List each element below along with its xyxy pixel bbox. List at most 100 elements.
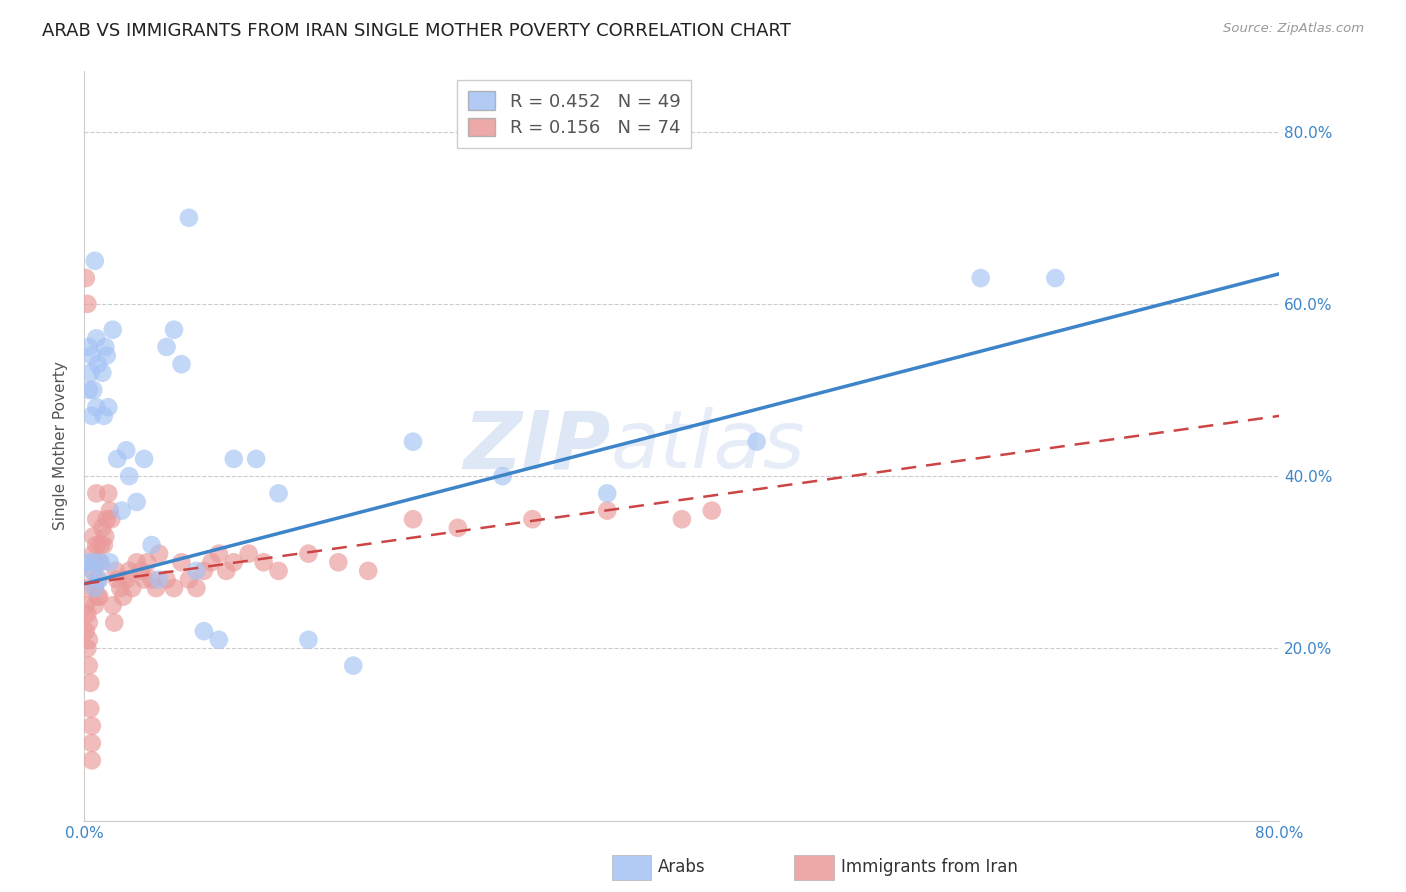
Point — [745, 434, 768, 449]
Point — [1045, 271, 1067, 285]
Point — [93, 538, 115, 552]
Point — [145, 581, 167, 595]
Legend: R = 0.452   N = 49, R = 0.156   N = 74: R = 0.452 N = 49, R = 0.156 N = 74 — [457, 80, 692, 148]
Point — [86, 331, 108, 345]
Point — [671, 512, 693, 526]
Point — [112, 590, 135, 604]
Point — [83, 581, 105, 595]
Point — [98, 555, 121, 569]
Text: Source: ZipAtlas.com: Source: ZipAtlas.com — [1223, 22, 1364, 36]
Point — [101, 599, 124, 613]
Point — [148, 547, 170, 561]
Point — [186, 581, 208, 595]
Point — [82, 547, 104, 561]
Point — [125, 495, 148, 509]
Point — [215, 564, 238, 578]
Point — [91, 521, 114, 535]
Point — [104, 564, 127, 578]
Point — [177, 211, 200, 225]
Point — [141, 573, 163, 587]
Point — [163, 323, 186, 337]
Point — [297, 547, 319, 561]
Point — [596, 486, 619, 500]
Point — [75, 599, 97, 613]
Point — [80, 736, 103, 750]
Point — [96, 512, 118, 526]
Point — [103, 615, 125, 630]
Point — [90, 555, 112, 569]
Point — [170, 555, 193, 569]
Point — [118, 469, 141, 483]
Point — [342, 658, 364, 673]
Point — [93, 409, 115, 423]
Point — [170, 357, 193, 371]
Point — [76, 297, 98, 311]
Text: ARAB VS IMMIGRANTS FROM IRAN SINGLE MOTHER POVERTY CORRELATION CHART: ARAB VS IMMIGRANTS FROM IRAN SINGLE MOTH… — [42, 22, 792, 40]
Point — [402, 434, 425, 449]
Point — [80, 564, 103, 578]
Point — [79, 701, 101, 715]
Point — [101, 323, 124, 337]
Point — [115, 573, 138, 587]
Point — [82, 383, 104, 397]
Point — [121, 581, 143, 595]
Point — [80, 349, 103, 363]
Point — [100, 512, 122, 526]
Point — [132, 451, 156, 466]
Point — [132, 573, 156, 587]
Point — [357, 564, 380, 578]
Point — [267, 486, 290, 500]
Point — [86, 401, 108, 415]
Point — [86, 538, 108, 552]
Point — [177, 573, 200, 587]
Point — [98, 503, 121, 517]
Point — [79, 676, 101, 690]
Point — [328, 555, 350, 569]
Point — [75, 271, 97, 285]
Point — [87, 357, 110, 371]
Point — [492, 469, 515, 483]
Point — [267, 564, 290, 578]
Point — [125, 555, 148, 569]
Point — [77, 658, 100, 673]
Point — [193, 564, 215, 578]
Point — [76, 607, 98, 621]
Point — [77, 383, 100, 397]
Point — [77, 615, 100, 630]
Point — [238, 547, 260, 561]
Point — [136, 555, 159, 569]
Point — [522, 512, 544, 526]
Point — [77, 340, 100, 354]
Point — [87, 573, 110, 587]
Point — [75, 624, 97, 639]
Point — [208, 632, 231, 647]
Point — [141, 538, 163, 552]
Point — [970, 271, 993, 285]
Point — [105, 573, 128, 587]
Point — [82, 564, 104, 578]
Text: ZIP: ZIP — [463, 407, 610, 485]
Point — [200, 555, 222, 569]
Point — [82, 555, 104, 569]
Point — [148, 573, 170, 587]
Point — [208, 547, 231, 561]
Point — [700, 503, 723, 517]
Point — [245, 451, 267, 466]
Point — [83, 599, 105, 613]
Point — [82, 529, 104, 543]
Point — [96, 349, 118, 363]
Point — [118, 564, 141, 578]
Y-axis label: Single Mother Poverty: Single Mother Poverty — [53, 361, 69, 531]
Point — [87, 590, 110, 604]
Point — [115, 443, 138, 458]
Point — [75, 581, 97, 595]
Text: Arabs: Arabs — [658, 858, 706, 876]
Point — [155, 573, 177, 587]
Point — [79, 366, 101, 380]
Point — [80, 719, 103, 733]
Point — [76, 555, 98, 569]
Point — [186, 564, 208, 578]
Point — [76, 641, 98, 656]
Point — [253, 555, 276, 569]
Point — [447, 521, 470, 535]
